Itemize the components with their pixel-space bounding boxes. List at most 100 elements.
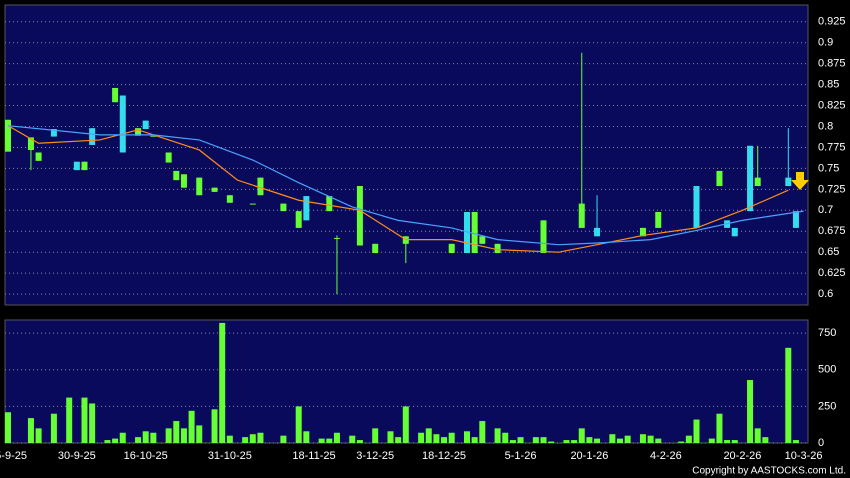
volume-bar bbox=[356, 440, 363, 443]
volume-bar bbox=[372, 428, 379, 443]
volume-bar bbox=[112, 438, 119, 443]
y-tick-label: 750 bbox=[818, 327, 836, 339]
volume-bar bbox=[219, 322, 226, 443]
volume-bar bbox=[257, 432, 264, 443]
volume-bar bbox=[655, 438, 662, 443]
volume-bar bbox=[708, 438, 715, 443]
volume-bar bbox=[594, 438, 601, 443]
x-tick-label: 4-2-26 bbox=[650, 450, 682, 462]
volume-bar bbox=[540, 437, 547, 443]
volume-bar bbox=[165, 428, 172, 443]
volume-bar bbox=[471, 437, 478, 443]
y-tick-label: 0.75 bbox=[818, 162, 839, 174]
volume-bar bbox=[792, 440, 799, 443]
volume-bar bbox=[448, 432, 455, 443]
candle-body bbox=[180, 174, 187, 188]
x-tick-label: 31-10-25 bbox=[208, 450, 252, 462]
volume-bar bbox=[441, 437, 448, 443]
volume-bar bbox=[196, 425, 203, 443]
candle-body bbox=[303, 196, 310, 221]
candle-body bbox=[196, 177, 203, 196]
candle-body bbox=[119, 95, 126, 153]
y-tick-label: 0.8 bbox=[818, 120, 833, 132]
volume-bar bbox=[418, 432, 425, 443]
volume-bar bbox=[464, 431, 470, 443]
volume-bar bbox=[678, 441, 685, 443]
candle-body bbox=[693, 186, 700, 228]
volume-bar bbox=[242, 437, 249, 443]
y-tick-label: 0.9 bbox=[818, 37, 833, 49]
volume-bar bbox=[509, 440, 516, 443]
volume-bar bbox=[295, 406, 302, 443]
x-tick-label: 10-3-26 bbox=[785, 450, 823, 462]
volume-bar bbox=[173, 421, 180, 443]
volume-bar bbox=[716, 413, 723, 443]
volume-bar bbox=[479, 421, 486, 443]
candle-body bbox=[655, 211, 662, 228]
candle-body bbox=[471, 211, 478, 254]
volume-bar bbox=[333, 432, 340, 443]
candle-body bbox=[594, 227, 601, 237]
y-tick-label: 0.65 bbox=[818, 246, 839, 258]
y-tick-label: 0.675 bbox=[818, 225, 846, 237]
x-tick-label: 15-9-25 bbox=[0, 450, 27, 462]
volume-bar bbox=[563, 440, 570, 443]
candle-body bbox=[35, 152, 42, 161]
candle-body bbox=[135, 128, 142, 136]
candle-body bbox=[494, 243, 501, 254]
y-tick-label: 0.725 bbox=[818, 183, 846, 195]
candle-body bbox=[142, 120, 149, 130]
volume-bar bbox=[142, 431, 149, 443]
volume-bar bbox=[326, 438, 333, 443]
volume-bar bbox=[617, 438, 623, 443]
candle-body bbox=[226, 195, 233, 203]
candle-body bbox=[81, 161, 88, 171]
volume-bar bbox=[50, 413, 57, 443]
y-tick-label: 500 bbox=[818, 364, 836, 376]
x-tick-label: 18-12-25 bbox=[422, 450, 466, 462]
volume-bar bbox=[89, 403, 96, 443]
x-tick-label: 20-1-26 bbox=[570, 450, 608, 462]
y-tick-label: 0.775 bbox=[818, 141, 846, 153]
candle-body bbox=[150, 135, 157, 137]
x-tick-label: 16-10-25 bbox=[124, 450, 168, 462]
volume-bar bbox=[433, 434, 440, 443]
volume-bar bbox=[502, 432, 509, 443]
y-tick-label: 0.625 bbox=[818, 267, 846, 279]
volume-bar bbox=[685, 435, 692, 443]
volume-bar bbox=[387, 431, 394, 443]
moving-average bbox=[7, 125, 789, 253]
plot-layer: 0.6 0.625 0.65 0.675 0.7 0.725 0.75 0.775 0.8 0.8… bbox=[0, 16, 846, 462]
volume-bar bbox=[578, 428, 585, 443]
volume-bar bbox=[66, 397, 73, 443]
candle-body bbox=[356, 186, 363, 246]
candle-body bbox=[716, 170, 723, 187]
volume-bar bbox=[785, 347, 792, 443]
candle-body bbox=[173, 170, 180, 181]
volume-bar bbox=[81, 397, 88, 443]
candle-body bbox=[326, 196, 333, 212]
volume-bar bbox=[249, 434, 256, 443]
candle-body bbox=[333, 237, 340, 239]
candle-body bbox=[5, 119, 11, 152]
x-tick-label: 5-1-26 bbox=[505, 450, 537, 462]
volume-bar bbox=[211, 409, 218, 443]
volume-bar bbox=[762, 437, 769, 443]
candle-body bbox=[295, 211, 302, 228]
volume-bar bbox=[135, 437, 142, 443]
volume-bar bbox=[624, 435, 631, 443]
volume-bar bbox=[639, 434, 646, 443]
y-tick-label: 250 bbox=[818, 400, 836, 412]
candle-body bbox=[257, 177, 264, 196]
volume-bar bbox=[5, 412, 11, 443]
volume-bar bbox=[402, 406, 409, 443]
candle-body bbox=[280, 203, 287, 212]
volume-bar bbox=[724, 440, 731, 443]
candle-body bbox=[792, 211, 799, 228]
candle-body bbox=[27, 137, 34, 150]
x-tick-label: 20-2-26 bbox=[723, 450, 761, 462]
candle-body bbox=[211, 187, 218, 192]
candle-body bbox=[754, 177, 761, 187]
price-panel bbox=[4, 4, 809, 306]
volume-bar bbox=[226, 435, 233, 443]
